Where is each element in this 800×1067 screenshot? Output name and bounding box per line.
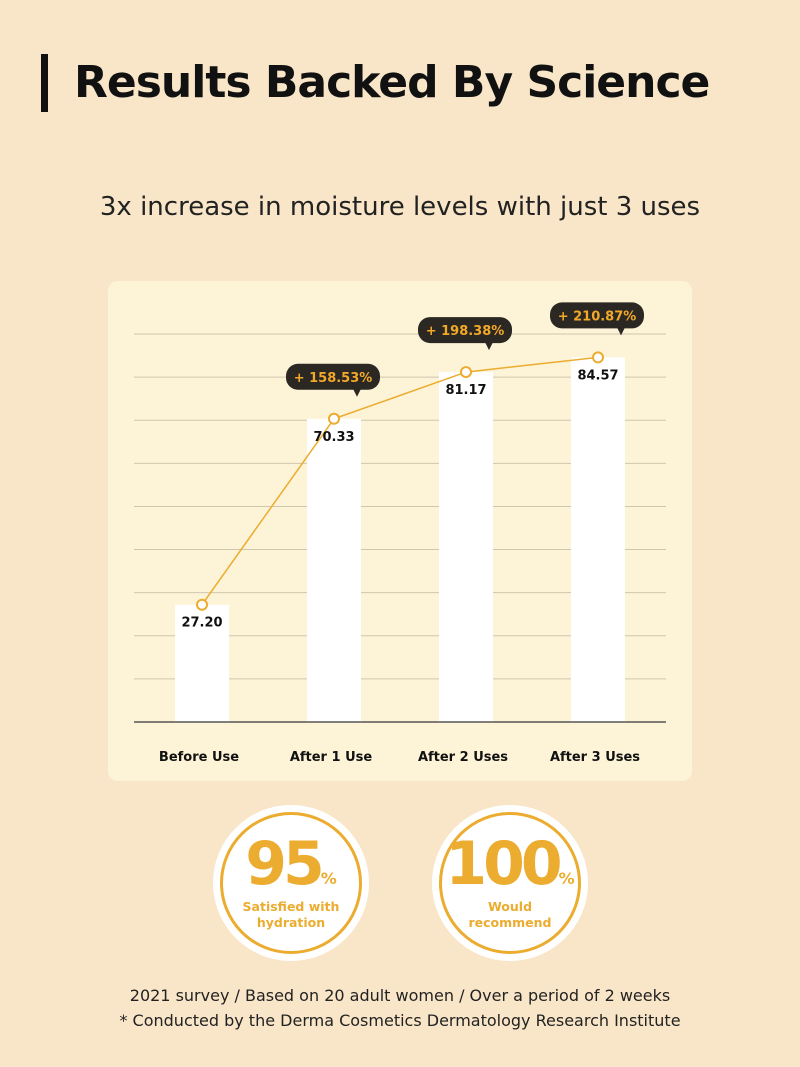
increase-label: + 198.38% <box>426 324 505 339</box>
stat-badge-satisfied: 95% Satisfied with hydration <box>213 805 369 961</box>
subtitle: 3x increase in moisture levels with just… <box>99 192 701 222</box>
value-label: 27.20 <box>181 616 222 631</box>
title-accent-bar <box>41 54 48 112</box>
bar <box>439 372 493 722</box>
callout-pointer <box>617 327 625 336</box>
bar <box>307 418 361 722</box>
data-point <box>328 412 340 425</box>
badge-ring <box>220 812 362 954</box>
x-tick-label: After 1 Use <box>290 750 373 765</box>
stat-value: 100% <box>432 831 588 912</box>
x-tick-label: After 3 Uses <box>550 750 640 765</box>
increase-label: + 158.53% <box>294 371 373 386</box>
footnote-institute: * Conducted by the Derma Cosmetics Derma… <box>119 1011 681 1030</box>
bar <box>175 604 229 722</box>
value-label: 84.57 <box>577 368 618 383</box>
stat-label: Would recommend <box>432 899 588 931</box>
stat-unit: % <box>558 869 575 888</box>
data-point <box>196 598 208 611</box>
stat-unit: % <box>320 869 337 888</box>
value-label: 81.17 <box>445 383 486 398</box>
trend-line <box>201 356 599 606</box>
bar <box>571 357 625 722</box>
stat-label-line1: Satisfied with <box>242 899 340 914</box>
callout-bubble <box>550 302 644 329</box>
stat-label-line2: recommend <box>468 915 552 930</box>
increase-label: + 210.87% <box>558 309 637 324</box>
stat-value: 95% <box>213 831 369 912</box>
stat-badge-recommend: 100% Would recommend <box>432 805 588 961</box>
footnote-survey: 2021 survey / Based on 20 adult women / … <box>129 986 671 1005</box>
callout-pointer <box>353 388 361 397</box>
callout-pointer <box>485 342 493 351</box>
page-title: Results Backed By Science <box>74 57 710 108</box>
stat-label-line2: hydration <box>256 915 326 930</box>
callout-bubble <box>286 363 380 390</box>
data-point <box>460 366 472 379</box>
x-tick-label: After 2 Uses <box>418 750 508 765</box>
stat-label-line1: Would <box>487 899 533 914</box>
callout-bubble <box>418 317 512 344</box>
value-label: 70.33 <box>313 430 354 445</box>
data-point <box>592 351 604 364</box>
stat-number: 95 <box>245 829 324 899</box>
stat-number: 100 <box>445 829 562 899</box>
badge-ring <box>439 812 581 954</box>
stat-label: Satisfied with hydration <box>213 899 369 931</box>
x-tick-label: Before Use <box>159 750 239 765</box>
